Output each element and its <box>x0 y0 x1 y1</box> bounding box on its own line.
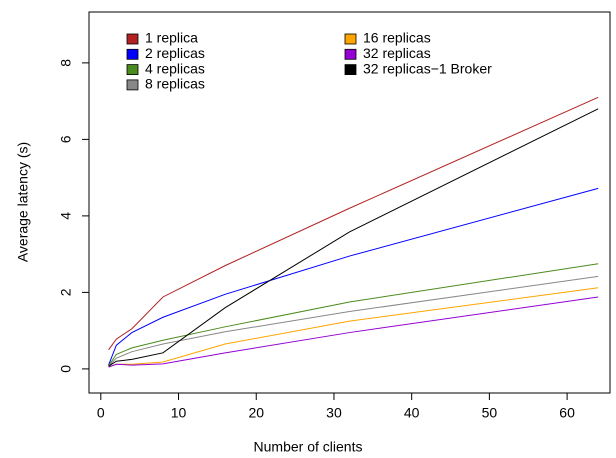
y-tick-label: 6 <box>58 135 74 143</box>
y-tick-label: 8 <box>58 59 74 67</box>
x-tick-label: 30 <box>326 405 342 421</box>
legend-key <box>126 64 139 75</box>
series-line <box>108 96 599 351</box>
legend-key <box>344 64 357 75</box>
x-tick-label: 10 <box>171 405 187 421</box>
x-tick-label: 60 <box>559 405 575 421</box>
legend-key <box>344 48 357 60</box>
legend-label: 16 replicas <box>363 30 431 46</box>
x-axis-label: Number of clients <box>254 439 363 455</box>
legend-label: 32 replicas−1 Broker <box>363 60 492 76</box>
legend-key <box>126 33 139 45</box>
x-tick-label: 0 <box>97 405 105 421</box>
y-tick-label: 2 <box>58 288 74 296</box>
legend-label: 4 replicas <box>145 60 205 76</box>
legend-label: 1 replica <box>145 30 198 46</box>
series-line <box>108 275 599 367</box>
series-line <box>108 187 599 366</box>
legend-label: 32 replicas <box>363 45 431 61</box>
legend-key <box>126 79 139 91</box>
series-line <box>108 287 599 368</box>
series-line <box>108 263 599 367</box>
series-line <box>108 296 599 368</box>
y-tick-label: 0 <box>58 365 74 373</box>
y-axis-label: Average latency (s) <box>15 142 31 262</box>
series-line <box>108 108 599 367</box>
x-tick-label: 20 <box>248 405 264 421</box>
legend-key <box>126 48 139 60</box>
legend-label: 2 replicas <box>145 45 205 61</box>
x-tick-label: 50 <box>482 405 498 421</box>
legend-key <box>344 33 357 45</box>
legend-label: 8 replicas <box>145 76 205 92</box>
x-tick-label: 40 <box>404 405 420 421</box>
y-tick-label: 4 <box>58 212 74 220</box>
